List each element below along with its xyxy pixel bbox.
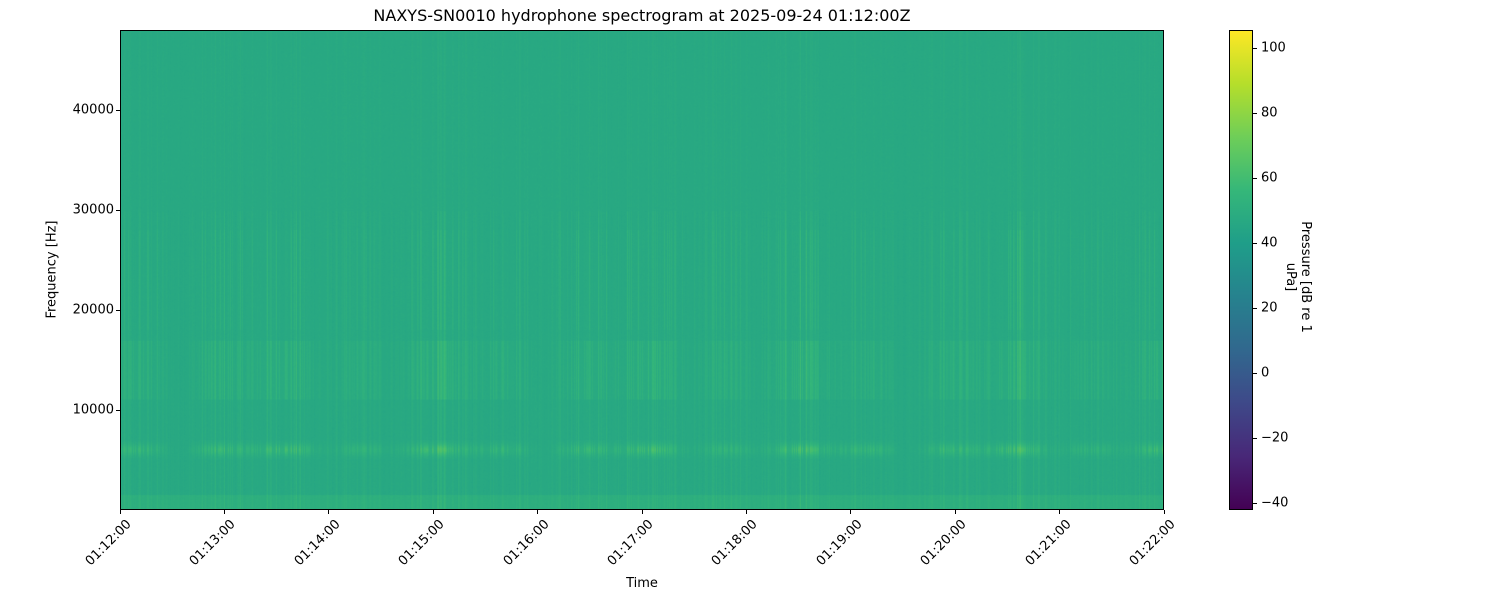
colorbar-tick xyxy=(1253,112,1257,114)
colorbar-tick-label: 60 xyxy=(1261,170,1278,186)
x-tick xyxy=(745,510,747,514)
x-tick-label: 01:14:00 xyxy=(291,517,344,569)
x-tick-label: 01:22:00 xyxy=(1126,517,1179,569)
y-tick xyxy=(116,410,120,411)
colorbar-tick-label: −20 xyxy=(1261,430,1289,446)
colorbar-tick xyxy=(1253,178,1257,180)
y-axis-label: Frequency [Hz] xyxy=(44,220,60,319)
colorbar-tick-label: 80 xyxy=(1261,105,1278,121)
x-tick xyxy=(328,510,330,514)
colorbar-tick xyxy=(1253,503,1257,505)
colorbar-tick xyxy=(1253,47,1257,49)
colorbar-tick-label: 100 xyxy=(1261,40,1286,56)
y-tick-label: 10000 xyxy=(72,402,114,418)
x-tick-label: 01:18:00 xyxy=(709,517,761,569)
colorbar-tick-label: 40 xyxy=(1261,235,1278,251)
colorbar-tick-label: 20 xyxy=(1261,300,1278,316)
colorbar-label: Pressure [dB re 1 uPa] xyxy=(1283,221,1313,333)
x-axis-label: Time xyxy=(626,576,658,591)
y-tick-label: 20000 xyxy=(72,302,114,318)
chart-title: NAXYS-SN0010 hydrophone spectrogram at 2… xyxy=(373,6,911,25)
x-tick-label: 01:13:00 xyxy=(187,517,239,569)
x-tick xyxy=(954,510,956,514)
x-tick xyxy=(850,510,852,514)
colorbar xyxy=(1229,30,1253,510)
colorbar-tick-label: 0 xyxy=(1261,365,1270,381)
x-tick xyxy=(1163,510,1165,514)
spectrogram-heatmap xyxy=(121,31,1163,509)
x-tick-label: 01:20:00 xyxy=(917,517,970,569)
x-tick xyxy=(223,510,225,514)
colorbar-tick xyxy=(1253,438,1257,440)
x-tick-label: 01:15:00 xyxy=(395,517,448,569)
x-tick xyxy=(432,510,434,514)
x-tick xyxy=(1059,510,1061,514)
y-tick xyxy=(116,110,120,111)
colorbar-tick xyxy=(1253,373,1257,375)
y-tick-label: 30000 xyxy=(72,202,114,218)
x-tick xyxy=(641,510,643,514)
x-tick-label: 01:12:00 xyxy=(82,517,135,569)
y-tick xyxy=(116,210,120,211)
y-tick xyxy=(116,310,120,311)
x-tick-label: 01:17:00 xyxy=(604,517,657,569)
x-tick xyxy=(119,510,121,514)
x-tick-label: 01:16:00 xyxy=(500,517,553,569)
colorbar-tick xyxy=(1253,308,1257,310)
y-tick-label: 40000 xyxy=(72,102,114,118)
colorbar-tick-label: −40 xyxy=(1261,495,1289,511)
colorbar-tick xyxy=(1253,243,1257,245)
x-tick xyxy=(537,510,539,514)
spectrogram-plot-area xyxy=(120,30,1164,510)
x-tick-label: 01:19:00 xyxy=(813,517,866,569)
x-tick-label: 01:21:00 xyxy=(1022,517,1075,569)
